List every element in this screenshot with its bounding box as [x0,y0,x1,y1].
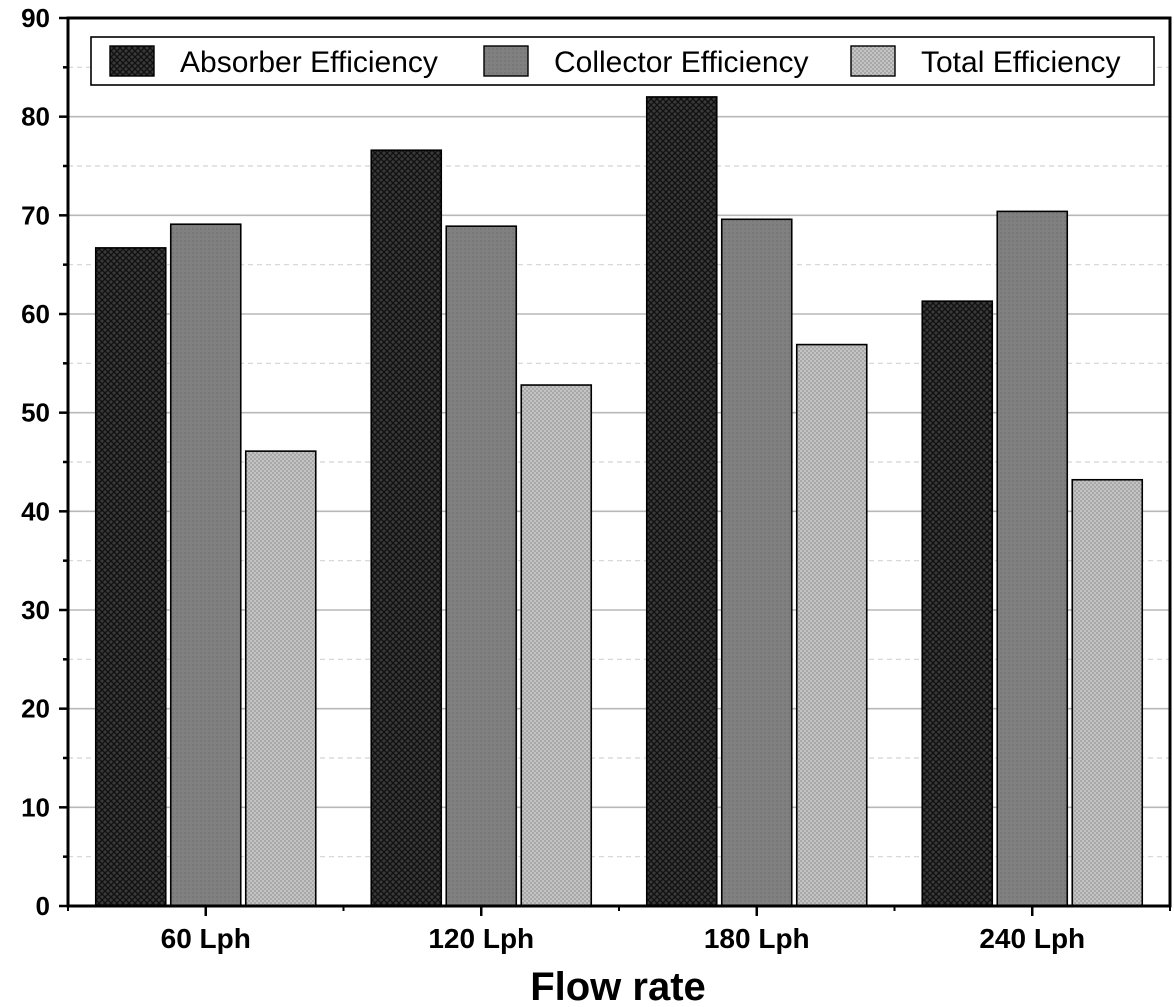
y-tick-label: 70 [21,200,50,230]
y-tick-label: 10 [21,792,50,822]
y-tick-label: 60 [21,299,50,329]
bar-collector-efficiency-180-lph [720,218,793,907]
y-tick-label: 40 [21,496,50,526]
bar-absorber-efficiency-180-lph [645,96,718,907]
bar-collector-efficiency-240-lph [996,210,1069,907]
x-tick-label: 60 Lph [161,923,251,954]
bar-total-efficiency-240-lph [1071,478,1144,907]
tick-labels: 0 10 20 30 40 50 60 70 80 90 60 Lph 120 Lph 180 Lph 2… [21,3,1085,954]
bar-total-efficiency-120-lph [520,384,593,907]
x-tick-label: 120 Lph [428,923,534,954]
x-tick-label: 240 Lph [979,923,1085,954]
bar-absorber-efficiency-120-lph [370,149,443,907]
bar-total-efficiency-60-lph [244,450,317,907]
y-tick-label: 30 [21,595,50,625]
bar-collector-efficiency-60-lph [169,223,242,907]
legend-swatch [850,45,896,77]
legend: Absorber Efficiency Collector Efficiency T… [90,36,1155,86]
legend-swatch [483,45,529,77]
legend-swatch [109,45,155,77]
y-tick-label: 90 [21,3,50,33]
y-tick-label: 80 [21,102,50,132]
axes [59,16,1172,916]
bar-absorber-efficiency-60-lph [94,247,167,907]
legend-label: Absorber Efficiency [180,46,438,79]
bar-absorber-efficiency-240-lph [921,300,994,907]
x-axis-title: Flow rate [530,965,706,1007]
y-tick-label: 20 [21,694,50,724]
legend-label: Total Efficiency [921,46,1121,79]
bar-collector-efficiency-120-lph [445,225,518,907]
legend-box [90,36,1155,86]
bars [94,96,1144,907]
legend-label: Collector Efficiency [554,46,809,79]
y-tick-label: 0 [36,891,50,921]
x-tick-label: 180 Lph [704,923,810,954]
y-tick-label: 50 [21,398,50,428]
bar-total-efficiency-180-lph [795,343,868,907]
